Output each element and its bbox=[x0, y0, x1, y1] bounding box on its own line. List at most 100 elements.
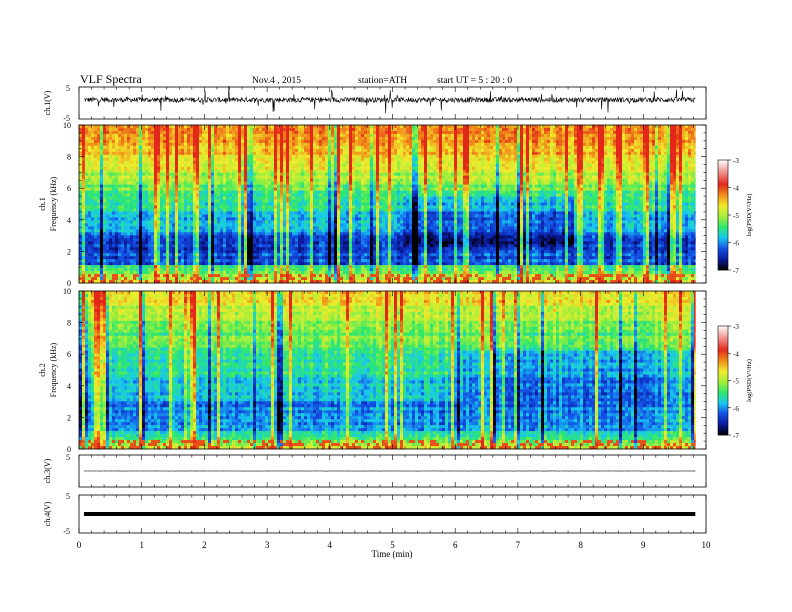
spectrogram-cell bbox=[157, 175, 161, 179]
spectrogram-cell bbox=[199, 151, 203, 156]
spectrogram-cell bbox=[124, 211, 128, 215]
spectrogram-cell bbox=[154, 181, 158, 185]
spectrogram-cell bbox=[88, 232, 92, 236]
spectrogram-cell bbox=[289, 187, 293, 191]
spectrogram-cell bbox=[94, 133, 98, 138]
spectrogram-cell bbox=[196, 199, 200, 203]
spectrogram-cell bbox=[217, 265, 221, 269]
spectrogram-cell bbox=[310, 253, 314, 257]
spectrogram-cell bbox=[265, 193, 269, 197]
spectrogram-cell bbox=[265, 271, 269, 275]
spectrogram-cell bbox=[304, 205, 308, 209]
spectrogram-cell bbox=[205, 125, 209, 129]
spectrogram-cell bbox=[310, 265, 314, 269]
spectrogram-cell bbox=[259, 151, 263, 156]
spectrogram-cell bbox=[190, 226, 194, 230]
ch1-ytick-bottom: -5 bbox=[63, 114, 70, 123]
spectrogram-cell bbox=[229, 223, 233, 227]
spectrogram-cell bbox=[283, 259, 287, 263]
spectrogram-cell bbox=[331, 217, 335, 221]
spectrogram-cell bbox=[109, 265, 113, 269]
spectrogram-cell bbox=[130, 256, 134, 260]
spectrogram-cell bbox=[118, 238, 122, 242]
spectrogram-cell bbox=[196, 226, 200, 230]
spectrogram-cell bbox=[343, 190, 347, 194]
spectrogram-cell bbox=[91, 259, 95, 263]
spectrogram-cell bbox=[112, 172, 116, 176]
spectrogram-cell bbox=[325, 169, 329, 173]
spectrogram-cell bbox=[103, 133, 107, 138]
spectrogram-cell bbox=[118, 208, 122, 212]
spectrogram-cell bbox=[208, 265, 212, 269]
spectrogram-cell bbox=[163, 184, 167, 188]
spectrogram-cell bbox=[85, 226, 89, 230]
spectrogram-cell bbox=[175, 151, 179, 156]
spectrogram-cell bbox=[199, 205, 203, 209]
spectrogram-cell bbox=[277, 274, 281, 278]
spectrogram-cell bbox=[289, 199, 293, 203]
spectrogram-cell bbox=[235, 223, 239, 227]
spectrogram-cell bbox=[163, 232, 167, 236]
spectrogram-cell bbox=[163, 250, 167, 254]
spectrogram-cell bbox=[286, 274, 290, 278]
spectrogram-cell bbox=[118, 268, 122, 272]
spectrogram-cell bbox=[304, 166, 308, 171]
spectrogram-cell bbox=[139, 232, 143, 236]
spectrogram-cell bbox=[175, 217, 179, 221]
spectrogram-cell bbox=[235, 157, 239, 162]
spectrogram-cell bbox=[310, 226, 314, 230]
spectrogram-cell bbox=[148, 262, 152, 266]
spectrogram-cell bbox=[211, 193, 215, 197]
spectrogram-cell bbox=[172, 229, 176, 233]
spectrogram-cell bbox=[139, 125, 143, 129]
spectrogram-cell bbox=[94, 145, 98, 150]
spectrogram-cell bbox=[172, 232, 176, 236]
spectrogram-cell bbox=[346, 196, 350, 200]
spectrogram-cell bbox=[184, 151, 188, 156]
spectrogram-cell bbox=[211, 181, 215, 185]
spectrogram-cell bbox=[142, 187, 146, 191]
spectrogram-cell bbox=[343, 151, 347, 156]
spectrogram-cell bbox=[325, 175, 329, 179]
spectrogram-cell bbox=[349, 154, 353, 159]
spectrogram-cell bbox=[79, 133, 83, 138]
spectrogram-cell bbox=[133, 133, 137, 138]
spectrogram-cell bbox=[241, 235, 245, 239]
spectrogram-cell bbox=[202, 187, 206, 191]
spectrogram-cell bbox=[133, 169, 137, 173]
spectrogram-cell bbox=[193, 241, 197, 245]
spectrogram-cell bbox=[208, 208, 212, 212]
spectrogram-cell bbox=[331, 280, 335, 284]
spectrogram-cell bbox=[109, 125, 113, 129]
spectrogram-cell bbox=[196, 190, 200, 194]
spectrogram-cell bbox=[163, 187, 167, 191]
spectrogram-cell bbox=[313, 226, 317, 230]
spectrogram-cell bbox=[127, 238, 131, 242]
spectrogram-cell bbox=[319, 268, 323, 272]
spectrogram-cell bbox=[190, 145, 194, 150]
spectrogram-cell bbox=[145, 247, 149, 251]
spectrogram-cell bbox=[205, 238, 209, 242]
spectrogram-cell bbox=[322, 271, 326, 275]
spectrogram-cell bbox=[127, 232, 131, 236]
spectrogram-cell bbox=[250, 232, 254, 236]
spectrogram-cell bbox=[211, 220, 215, 224]
spectrogram-cell bbox=[280, 229, 284, 233]
spectrogram-cell bbox=[220, 205, 224, 209]
spectrogram-cell bbox=[280, 250, 284, 254]
spectrogram-cell bbox=[208, 262, 212, 266]
spectrogram-cell bbox=[118, 247, 122, 251]
spectrogram-cell bbox=[244, 262, 248, 266]
spectrogram-cell bbox=[175, 175, 179, 179]
spectrogram-cell bbox=[178, 175, 182, 179]
spectrogram-cell bbox=[91, 250, 95, 254]
spectrogram-cell bbox=[283, 125, 287, 129]
spectrogram-cell bbox=[187, 214, 191, 218]
spectrogram-cell bbox=[328, 205, 332, 209]
spectrogram-cell bbox=[307, 163, 311, 168]
spectrogram-cell bbox=[244, 154, 248, 159]
spectrogram-cell bbox=[97, 229, 101, 233]
spectrogram-cell bbox=[304, 184, 308, 188]
spectrogram-cell bbox=[343, 253, 347, 257]
spectrogram-cell bbox=[154, 160, 158, 165]
